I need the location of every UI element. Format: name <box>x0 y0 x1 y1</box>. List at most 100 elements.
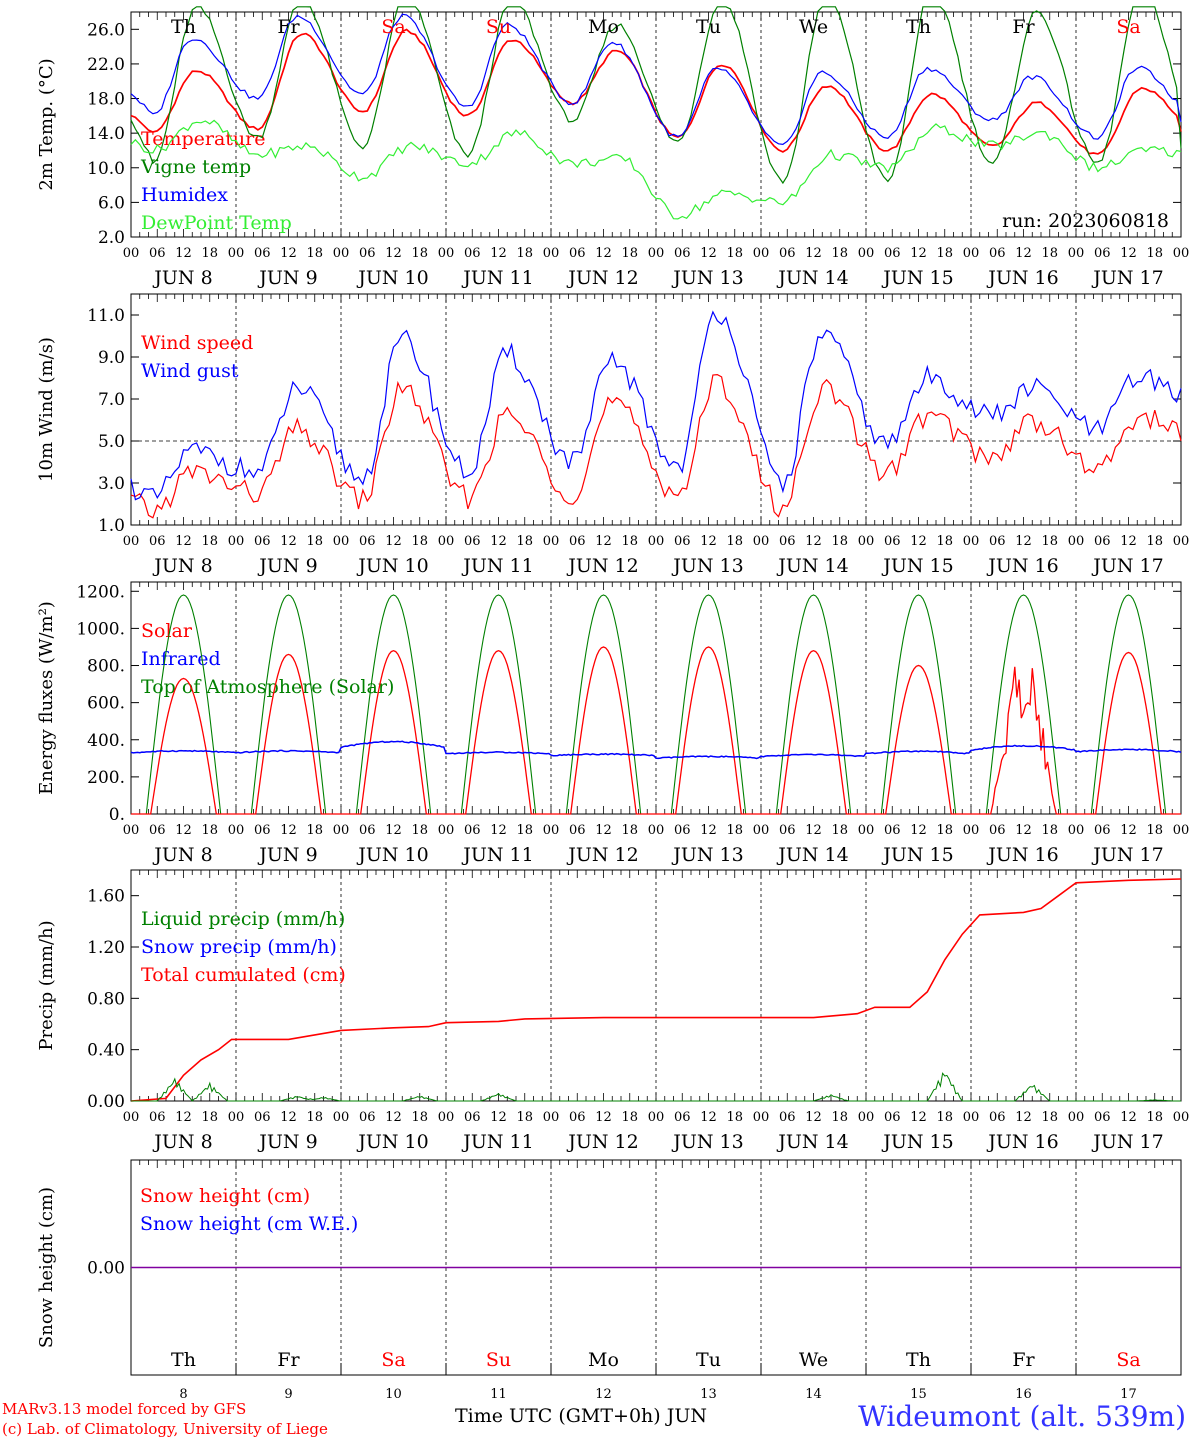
hour-tick-label: 18 <box>831 823 848 838</box>
hour-tick-label: 12 <box>910 823 927 838</box>
y-tick-label: 0. <box>109 805 125 825</box>
hour-tick-label: 06 <box>569 534 586 549</box>
hour-tick-label: 06 <box>254 1110 271 1125</box>
day-number-label: 12 <box>595 1387 612 1402</box>
hour-tick-label: 06 <box>359 534 376 549</box>
day-label: JUN 9 <box>257 844 317 866</box>
hour-tick-label: 06 <box>779 246 796 261</box>
panel-4: 1.60 1.20 0.80 0.40 0.00 Precip (mm/h) 00 06 12 1… <box>36 869 1189 1153</box>
day-label: JUN 17 <box>1091 555 1163 577</box>
legend-entry: Liquid precip (mm/h) <box>141 908 345 930</box>
y-axis-label: Precip (mm/h) <box>36 920 57 1050</box>
hour-tick-label: 00 <box>1068 823 1085 838</box>
weekday-label: Su <box>486 16 511 38</box>
y-axis-label: Snow height (cm) <box>36 1187 57 1348</box>
legend-entry: Wind speed <box>141 332 253 354</box>
hour-tick-label: 06 <box>464 823 481 838</box>
day-label: JUN 13 <box>671 267 743 289</box>
y-tick-label: 6.0 <box>98 193 125 213</box>
panel-1: 26.0 22.0 18.0 14.0 10.0 6.0 2.0 2m Temp. (°C) 0… <box>36 11 1189 289</box>
hour-tick-label: 12 <box>700 534 717 549</box>
hour-tick-label: 06 <box>569 246 586 261</box>
y-tick-label: 0.00 <box>87 1259 125 1279</box>
panel-2: 11.0 9.0 7.0 5.0 3.0 1.0 10m Wind (m/s) 00 06 12 1… <box>36 293 1189 577</box>
hour-tick-label: 00 <box>858 246 875 261</box>
hour-tick-label: 00 <box>753 1110 770 1125</box>
y-tick-label: 1000. <box>76 619 125 639</box>
hour-tick-label: 12 <box>385 534 402 549</box>
y-tick-label: 9.0 <box>98 348 125 368</box>
y-tick-label: 1200. <box>76 582 125 602</box>
hour-tick-label: 18 <box>201 823 218 838</box>
hour-tick-label: 00 <box>963 534 980 549</box>
time-axis-label: Time UTC (GMT+0h) JUN <box>455 1405 707 1427</box>
hour-tick-label: 06 <box>1094 246 1111 261</box>
hour-tick-label: 06 <box>569 823 586 838</box>
hour-tick-label: 00 <box>333 1110 350 1125</box>
hour-tick-label: 12 <box>595 246 612 261</box>
hour-tick-label: 06 <box>1094 823 1111 838</box>
day-label: JUN 14 <box>776 267 848 289</box>
hour-tick-label: 12 <box>805 246 822 261</box>
day-label: JUN 15 <box>881 555 953 577</box>
day-label: JUN 8 <box>152 1131 212 1153</box>
hour-tick-label: 12 <box>910 534 927 549</box>
day-label: JUN 14 <box>776 1131 848 1153</box>
day-label: JUN 17 <box>1091 1131 1163 1153</box>
hour-tick-label: 12 <box>700 1110 717 1125</box>
weekday-label: Fr <box>1012 1349 1035 1371</box>
day-label: JUN 10 <box>356 267 428 289</box>
series-humidex <box>130 13 1182 146</box>
weekday-label: Fr <box>277 16 300 38</box>
hour-tick-label: 06 <box>149 823 166 838</box>
day-label: JUN 16 <box>986 555 1058 577</box>
day-number-label: 13 <box>700 1387 717 1402</box>
day-number-label: 9 <box>284 1387 292 1402</box>
weekday-label: We <box>799 1349 828 1371</box>
hour-tick-label: 12 <box>280 1110 297 1125</box>
day-number-label: 10 <box>385 1387 402 1402</box>
hour-tick-label: 06 <box>569 1110 586 1125</box>
hour-tick-label: 12 <box>1120 823 1137 838</box>
hour-tick-label: 06 <box>674 1110 691 1125</box>
hour-tick-label: 12 <box>490 823 507 838</box>
hour-tick-label: 18 <box>201 534 218 549</box>
hour-tick-label: 18 <box>1146 534 1163 549</box>
y-tick-label: 400. <box>87 731 125 751</box>
weekday-label: Tu <box>696 1349 721 1371</box>
hour-tick-label: 00 <box>228 246 245 261</box>
series-wind-speed <box>130 373 1182 519</box>
hour-tick-label: 00 <box>963 1110 980 1125</box>
legend-entry: Snow height (cm W.E.) <box>140 1213 358 1235</box>
y-tick-label: 1.60 <box>87 887 125 907</box>
hour-tick-label: 00 <box>123 246 140 261</box>
hour-tick-label: 18 <box>621 823 638 838</box>
hour-tick-label: 18 <box>1041 823 1058 838</box>
hour-tick-label: 18 <box>516 823 533 838</box>
hour-tick-label: 00 <box>333 534 350 549</box>
legend-entry: Infrared <box>141 648 221 670</box>
y-axis-label: 10m Wind (m/s) <box>36 337 57 482</box>
hour-tick-label: 06 <box>464 534 481 549</box>
hour-tick-label: 00 <box>753 823 770 838</box>
legend-entry: DewPoint Temp <box>141 212 292 234</box>
hour-tick-label: 12 <box>280 534 297 549</box>
y-axis-label: 2m Temp. (°C) <box>36 58 57 190</box>
day-label: JUN 14 <box>776 844 848 866</box>
hour-tick-label: 06 <box>884 534 901 549</box>
day-label: JUN 8 <box>152 267 212 289</box>
hour-tick-label: 00 <box>333 246 350 261</box>
day-label: JUN 16 <box>986 1131 1058 1153</box>
y-tick-label: 14.0 <box>87 124 125 144</box>
hour-tick-label: 00 <box>438 534 455 549</box>
legend-entry: Humidex <box>141 184 228 206</box>
hour-tick-label: 18 <box>726 246 743 261</box>
day-label: JUN 11 <box>461 555 533 577</box>
hour-tick-label: 06 <box>149 1110 166 1125</box>
y-tick-label: 7.0 <box>98 390 125 410</box>
weekday-label: Th <box>906 16 931 38</box>
day-label: JUN 13 <box>671 1131 743 1153</box>
hour-tick-label: 12 <box>910 246 927 261</box>
y-tick-label: 10.0 <box>87 159 125 179</box>
weekday-label: Su <box>486 1349 511 1371</box>
